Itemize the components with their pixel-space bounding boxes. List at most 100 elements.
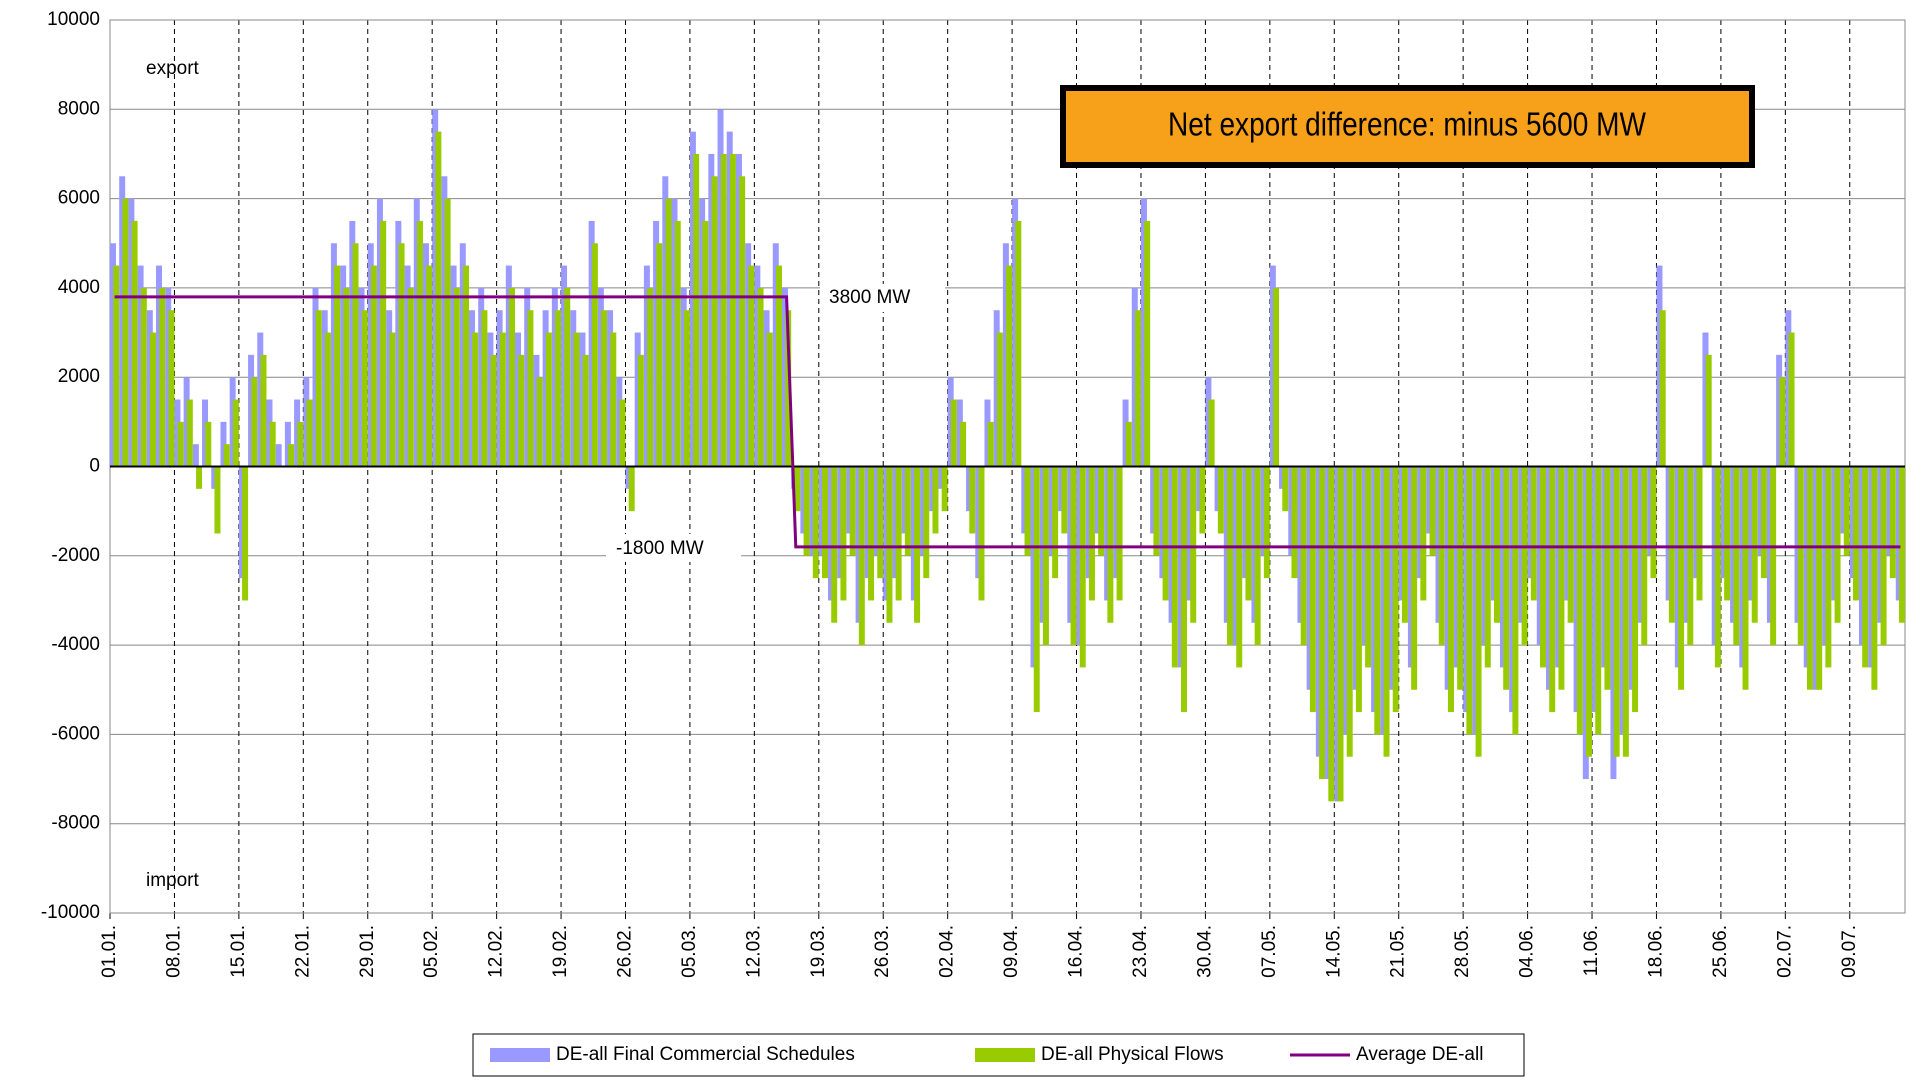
bar — [822, 466, 828, 579]
bar — [846, 466, 853, 534]
y-tick-label: 6000 — [58, 188, 100, 209]
y-tick-label: 0 — [89, 456, 100, 477]
x-tick-label: 22.01. — [292, 925, 313, 978]
bar — [1260, 466, 1267, 556]
bar — [432, 109, 439, 467]
bar — [1411, 466, 1418, 690]
bar — [1696, 466, 1703, 601]
bar — [803, 466, 810, 556]
bar — [1843, 466, 1850, 556]
bar — [174, 399, 181, 467]
bar — [306, 399, 313, 467]
bar — [628, 466, 635, 512]
bar — [1153, 466, 1160, 556]
bar — [1877, 466, 1884, 623]
bar — [726, 131, 733, 467]
bar — [1499, 466, 1506, 668]
bar — [923, 466, 930, 579]
bar — [1144, 220, 1151, 467]
x-tick-label: 09.07. — [1839, 925, 1860, 978]
bar — [1656, 265, 1663, 467]
bar — [616, 377, 623, 467]
bar — [450, 265, 457, 467]
bar — [1273, 287, 1280, 467]
legend-swatch — [975, 1048, 1035, 1062]
bar — [1300, 466, 1307, 646]
bar — [1573, 466, 1580, 713]
bar — [1319, 466, 1326, 780]
bar — [1168, 466, 1175, 623]
bar — [1788, 332, 1795, 467]
bar — [1779, 377, 1786, 467]
bar — [647, 287, 654, 467]
bar — [785, 310, 792, 467]
bar — [1052, 466, 1059, 579]
bar — [1724, 466, 1731, 601]
label-bg — [606, 534, 741, 562]
label-bg — [820, 284, 945, 312]
bar — [1337, 466, 1344, 802]
bar — [110, 243, 116, 467]
bar — [459, 243, 466, 467]
bar — [1613, 466, 1620, 757]
bar — [1309, 466, 1316, 713]
bar — [1187, 466, 1193, 601]
bar — [1269, 265, 1276, 467]
bar — [1236, 466, 1243, 668]
bar — [1684, 466, 1691, 623]
bar — [1447, 466, 1454, 713]
bar — [533, 354, 540, 467]
y-tick-label: -8000 — [51, 813, 100, 834]
bar — [1858, 466, 1865, 646]
bar — [1889, 466, 1896, 579]
bar — [1825, 466, 1832, 668]
bar — [1521, 466, 1528, 646]
bar — [1592, 466, 1599, 713]
y-tick-label: -6000 — [51, 723, 100, 744]
bar — [1177, 466, 1184, 668]
y-tick-label: -2000 — [51, 545, 100, 566]
bar — [831, 466, 838, 623]
bar — [1730, 466, 1737, 623]
bar — [1899, 466, 1905, 623]
bar — [1849, 466, 1856, 579]
bar — [1659, 310, 1666, 467]
bar — [662, 176, 669, 467]
bar — [288, 444, 295, 467]
x-tick-label: 26.03. — [872, 925, 893, 978]
bar — [886, 466, 893, 623]
bar — [1429, 466, 1436, 556]
x-tick-label: 05.03. — [679, 925, 700, 978]
bar — [938, 466, 945, 489]
bar — [248, 354, 255, 467]
legend-label: DE-all Final Commercial Schedules — [556, 1044, 855, 1065]
bar — [683, 310, 690, 467]
bar — [708, 153, 715, 467]
bar — [159, 287, 166, 467]
bar — [196, 466, 203, 489]
bar — [1325, 466, 1332, 780]
bar — [1674, 466, 1681, 668]
bar — [1546, 466, 1552, 690]
bar — [987, 421, 994, 467]
bar — [910, 466, 917, 601]
bar — [877, 466, 884, 579]
bar — [499, 332, 506, 467]
bar — [809, 466, 816, 556]
bar — [478, 287, 485, 467]
bar — [1453, 466, 1460, 668]
bar — [1365, 466, 1372, 668]
bar — [487, 332, 494, 467]
bar — [361, 310, 368, 467]
bar — [582, 354, 589, 467]
bar — [1291, 466, 1298, 579]
bar — [1328, 466, 1335, 802]
bar — [1380, 466, 1387, 735]
bar — [1067, 466, 1074, 623]
bar — [453, 287, 460, 467]
annotation-import: import — [146, 870, 200, 891]
bar — [699, 198, 706, 467]
bar — [579, 332, 586, 467]
bar — [656, 243, 663, 467]
